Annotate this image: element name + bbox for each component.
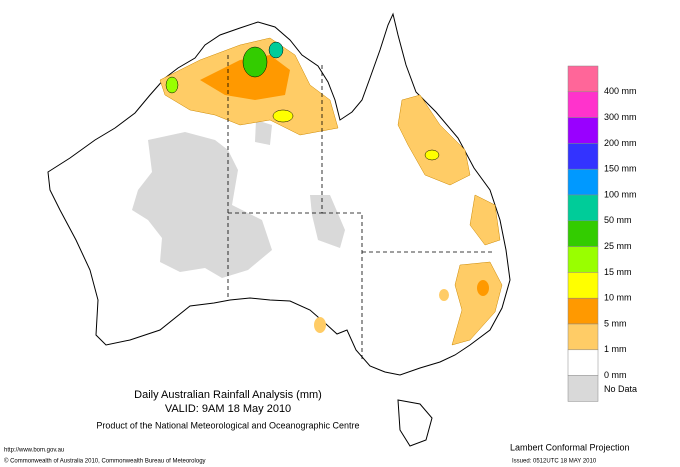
rain-area [165,76,179,94]
legend-swatch [567,91,599,118]
legend-label: 50 mm [604,215,632,225]
rain-area [477,280,489,296]
legend-swatch [567,117,599,144]
no-data-area [132,120,345,278]
rain-area [424,149,440,161]
map-title: Daily Australian Rainfall Analysis (mm) [134,389,322,401]
copyright: © Commonwealth of Australia 2010, Common… [4,458,206,465]
rain-area [242,46,268,78]
legend-label: 1 mm [604,344,627,354]
legend-label: 200 mm [604,138,637,148]
legend-swatch [567,65,599,93]
state-borders [227,55,492,360]
rain-area [469,194,501,246]
valid-time: VALID: 9AM 18 May 2010 [165,403,291,415]
rain-area [397,94,471,186]
legend-swatch [567,143,599,170]
legend-swatch [567,220,599,247]
legend-swatch [567,168,599,196]
rain-area [200,55,290,100]
legend-swatch [567,194,599,222]
rain-area [314,317,326,333]
legend-swatch [567,323,599,351]
rain-area [439,289,449,301]
legend-label: 5 mm [604,318,627,328]
legend-label: 100 mm [604,189,637,199]
legend-label: 300 mm [604,112,637,122]
rain-area [268,41,284,59]
legend-swatch [567,375,599,402]
rain-area [451,261,503,346]
legend-label: 15 mm [604,267,632,277]
legend-label: 0 mm [604,370,627,380]
tasmania [397,399,433,447]
legend-label: 400 mm [604,86,637,96]
url: http://www.bom.gov.au [4,448,64,454]
projection: Lambert Conformal Projection [510,442,630,452]
legend-swatch [567,272,599,299]
product-note: Product of the National Meteorological a… [96,420,359,430]
rain-area [272,109,294,123]
legend-label: 25 mm [604,241,632,251]
legend: 400 mm 300 mm 200 mm 150 mm 100 mm 50 mm 25 mm… [567,65,637,402]
legend-label: 150 mm [604,164,637,174]
legend-label: No Data [604,384,637,394]
map [47,12,511,447]
legend-swatch [567,246,599,273]
legend-label: 10 mm [604,293,632,303]
legend-swatch [567,349,599,376]
issued: Issued: 0512UTC 18 MAY 2010 [512,459,597,465]
legend-swatch [567,297,599,325]
